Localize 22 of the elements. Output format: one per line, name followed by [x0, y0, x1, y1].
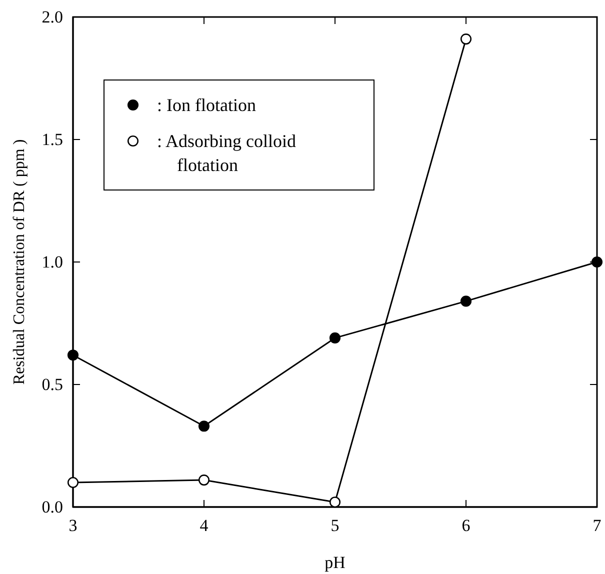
x-tick-label: 7 [592, 516, 602, 536]
x-tick-label: 3 [68, 516, 78, 536]
point [198, 474, 210, 486]
y-tick-label: 2.0 [42, 7, 63, 26]
point [67, 350, 79, 361]
y-tick-label: 0.5 [42, 374, 63, 394]
x-tick-label: 5 [330, 516, 340, 536]
legend-label: : Adsorbing colloid flotation [157, 131, 296, 175]
y-tick-label: 1.5 [42, 130, 63, 149]
point [198, 420, 210, 432]
y-axis-title: Residual Concentration of DR ( ppm ) [11, 139, 28, 385]
x-tick-label: 6 [462, 516, 470, 536]
y-tick-label: 1.0 [42, 252, 63, 272]
point [460, 296, 472, 307]
x-tick-label: 4 [200, 516, 209, 536]
point [460, 34, 472, 45]
point [67, 476, 79, 488]
point [329, 496, 341, 508]
point [329, 332, 341, 344]
y-tick-label: 0.0 [42, 497, 63, 516]
x-axis-title: pH [324, 553, 346, 572]
legend-label: : Ion flotation [157, 95, 256, 115]
